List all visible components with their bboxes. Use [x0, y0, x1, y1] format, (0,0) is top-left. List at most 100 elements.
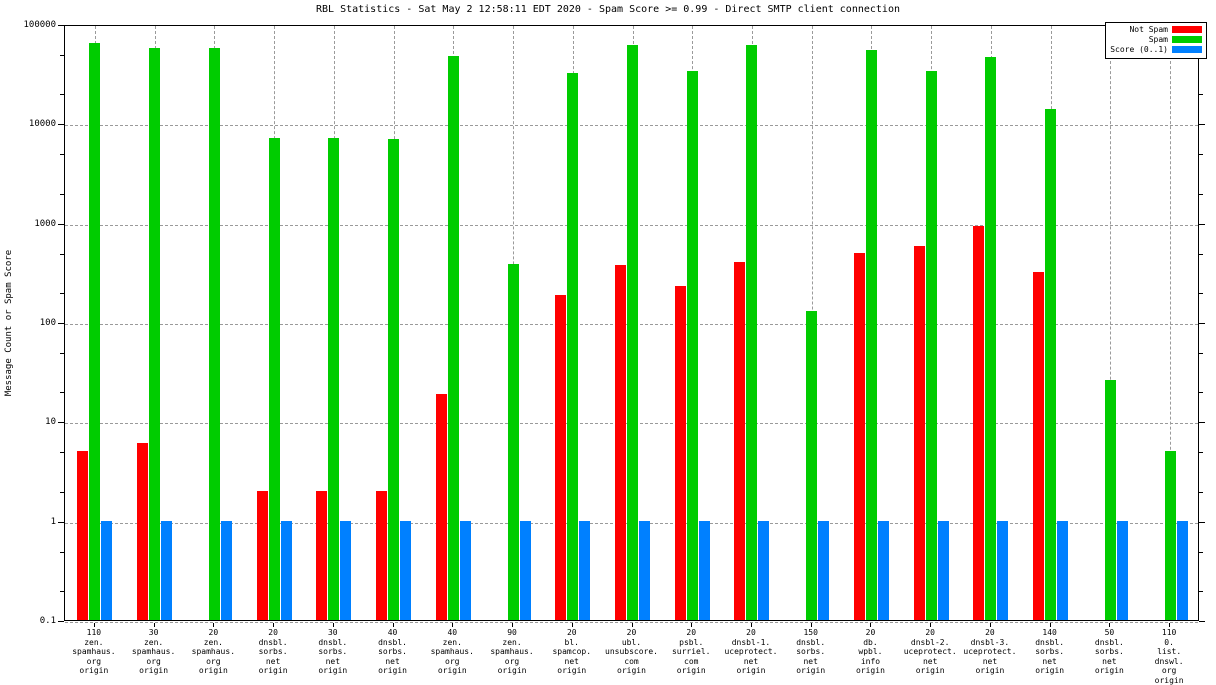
bar-score: [101, 520, 113, 620]
bar-score: [1116, 520, 1128, 620]
bar-spam: [806, 310, 818, 620]
bar-score: [459, 520, 471, 620]
y-axis: 100000 10000 1000 100 10 1 0.1: [0, 20, 64, 626]
y-tick-minor: [60, 94, 64, 96]
x-tick: [870, 623, 872, 627]
y-tick-label: 10000: [28, 119, 56, 130]
bar-group: [615, 26, 650, 620]
y-tick-major: [58, 422, 64, 424]
bar-group: [1153, 26, 1188, 620]
bar-spam: [328, 137, 340, 620]
bar-score: [519, 520, 531, 620]
y-tick-major: [58, 25, 64, 26]
x-tick: [989, 623, 991, 627]
bar-score: [997, 520, 1009, 620]
bar-group: [77, 26, 113, 620]
x-tick-label: 20 psbl. surriel. com origin: [671, 628, 711, 675]
y-tick-minor: [60, 253, 64, 255]
x-tick: [273, 623, 275, 627]
x-tick-label: 20 dnsbl. sorbs. net origin: [258, 628, 288, 675]
bar-score: [161, 520, 173, 620]
x-tick-label: 50 dnsbl. sorbs. net origin: [1094, 628, 1124, 675]
x-tick-label: 20 bl. spamcop. net origin: [552, 628, 592, 675]
y-tick-minor-right: [1199, 253, 1203, 255]
bar-score: [758, 520, 770, 620]
bar-group: [1033, 26, 1069, 620]
y-tick-label: 100000: [23, 20, 56, 30]
bar-spam: [567, 73, 579, 620]
bar-spam: [627, 45, 638, 620]
chart-legend: Not Spam Spam Score (0..1): [1105, 22, 1207, 59]
bar-notspam: [1033, 271, 1045, 620]
bar-spam: [865, 49, 877, 620]
x-tick-label: 20 dnsbl-2. uceprotect. net origin: [903, 628, 957, 675]
y-tick-major: [58, 621, 64, 622]
bar-group: [555, 26, 591, 620]
bar-notspam: [973, 225, 985, 620]
bar-notspam: [316, 490, 328, 620]
y-tick-minor-right: [1199, 392, 1203, 394]
x-tick-label: 30 zen. spamhaus. org origin: [131, 628, 176, 675]
bar-group: [137, 26, 173, 620]
bar-group: [794, 26, 830, 620]
y-tick-label: 0.1: [39, 616, 56, 626]
bar-score: [937, 520, 949, 620]
x-axis-labels: 110 zen. spamhaus. org origin 30 zen. spa…: [64, 623, 1199, 685]
gridline-horizontal: [65, 622, 1198, 623]
legend-label: Not Spam: [1129, 25, 1168, 34]
bar-notspam: [853, 252, 865, 620]
y-tick-minor: [60, 293, 64, 295]
bar-spam: [447, 55, 459, 620]
bar-group: [853, 26, 889, 620]
y-tick-label: 1000: [34, 218, 56, 229]
bar-spam: [208, 48, 220, 620]
x-tick-label: 150 dnsbl. sorbs. net origin: [796, 628, 826, 675]
x-tick: [1169, 623, 1171, 627]
x-tick: [392, 623, 394, 627]
y-tick-minor-right: [1199, 154, 1203, 156]
y-axis-right: [1199, 25, 1209, 622]
bar-score: [877, 520, 889, 620]
x-tick: [512, 623, 514, 627]
y-tick-label: 100: [39, 318, 56, 328]
y-tick-major: [58, 223, 64, 225]
x-tick: [1049, 623, 1051, 627]
x-tick-label: 140 dnsbl. sorbs. net origin: [1035, 628, 1065, 675]
bar-spam: [1164, 451, 1176, 620]
bar-score: [280, 520, 292, 620]
y-tick-minor-right: [1199, 591, 1203, 593]
bar-group: [973, 26, 1009, 620]
bar-group: [674, 26, 710, 620]
y-tick-major-right: [1199, 223, 1205, 225]
legend-swatch: [1172, 46, 1202, 53]
bar-notspam: [77, 451, 89, 620]
x-tick-label: 30 dnsbl. sorbs. net origin: [318, 628, 348, 675]
y-tick-minor-right: [1199, 352, 1203, 354]
bar-score: [340, 520, 352, 620]
bar-notspam: [137, 443, 149, 620]
y-tick-minor-right: [1199, 293, 1203, 295]
legend-item: Not Spam: [1110, 25, 1202, 34]
bar-notspam: [674, 286, 686, 620]
x-tick: [810, 623, 812, 627]
bar-notspam: [256, 490, 268, 620]
legend-swatch: [1172, 26, 1202, 33]
bar-notspam: [913, 246, 925, 620]
x-tick: [571, 623, 573, 627]
x-tick-label: 20 zen. spamhaus. org origin: [191, 628, 236, 675]
y-tick-major-right: [1199, 422, 1205, 424]
y-tick-minor: [60, 352, 64, 354]
y-tick-minor: [60, 193, 64, 195]
bar-group: [256, 26, 292, 620]
y-tick-minor: [60, 452, 64, 454]
bar-score: [1176, 520, 1188, 620]
x-tick-label: 20 db. wpbl. info origin: [855, 628, 885, 675]
y-tick-major: [58, 323, 64, 324]
x-tick-label: 40 zen. spamhaus. org origin: [430, 628, 474, 675]
y-tick-major: [58, 124, 64, 126]
y-tick-minor: [60, 551, 64, 553]
x-tick: [452, 623, 454, 627]
x-tick: [930, 623, 932, 627]
bar-spam: [1045, 108, 1057, 620]
